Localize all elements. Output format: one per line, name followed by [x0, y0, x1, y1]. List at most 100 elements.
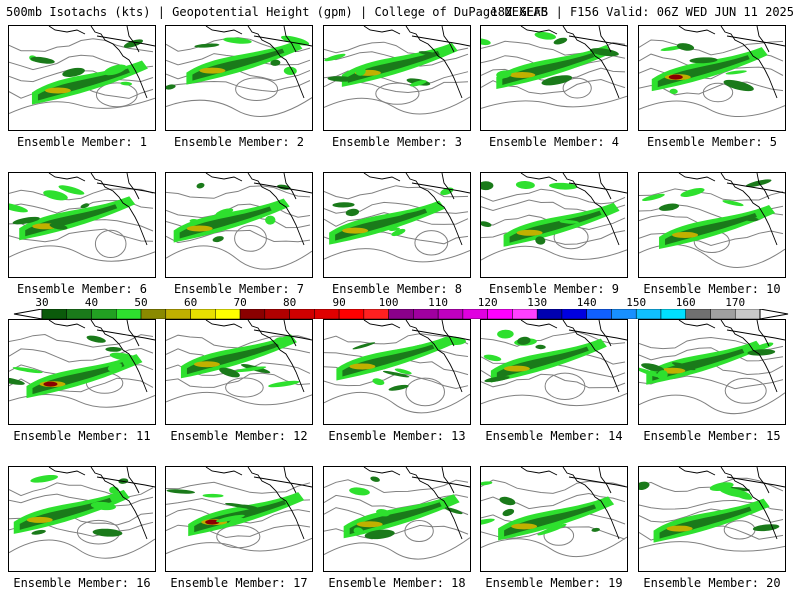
member-caption: Ensemble Member: 14 [485, 429, 623, 443]
coastline-borders [205, 26, 312, 99]
coastline-borders [678, 467, 785, 540]
jet-isotachs [166, 35, 310, 90]
coastline-borders [48, 173, 155, 246]
coastline-borders [205, 173, 312, 246]
colorbar-bin [66, 309, 92, 319]
colorbar-bin [91, 309, 117, 319]
member-map-12 [165, 319, 313, 425]
member-map-17 [165, 466, 313, 572]
map-plot [9, 320, 155, 408]
colorbar-bin [660, 309, 686, 319]
colorbar-bin [41, 309, 68, 319]
colorbar-bin [190, 309, 216, 319]
colorbar-bin [487, 309, 513, 319]
coastline-borders [363, 173, 470, 246]
map-plot [639, 320, 785, 415]
colorbar-tick-label: 170 [725, 296, 746, 309]
colorbar-tick-label: 70 [233, 296, 247, 309]
map-plot [9, 173, 155, 262]
colorbar-tick-label: 140 [576, 296, 597, 309]
member-map-14 [480, 319, 628, 425]
colorbar-bin [635, 309, 662, 319]
member-map-8 [323, 172, 471, 278]
jet-isotachs [481, 180, 620, 247]
colorbar-tick-label: 110 [428, 296, 449, 309]
map-plot [481, 26, 627, 109]
map-plot [639, 467, 785, 552]
jet-isotachs [343, 476, 463, 540]
colorbar-tick-label: 130 [527, 296, 548, 309]
jet-isotachs [481, 31, 619, 89]
member-caption: Ensemble Member: 1 [16, 135, 148, 149]
colorbar-tick-label: 100 [378, 296, 399, 309]
jet-isotachs [483, 329, 607, 383]
coastline-borders [205, 467, 312, 540]
colorbar-bin [512, 309, 538, 319]
colorbar-bin [561, 309, 587, 319]
member-map-7 [165, 172, 313, 278]
member-map-16 [8, 466, 156, 572]
colorbar-bin [215, 309, 241, 319]
member-map-4 [480, 25, 628, 131]
member-caption: Ensemble Member: 11 [13, 429, 151, 443]
map-plot [481, 467, 627, 558]
member-map-6 [8, 172, 156, 278]
colorbar-min-arrow [13, 309, 43, 319]
coastline-borders [48, 467, 155, 540]
member-map-11 [8, 319, 156, 425]
colorbar-bin [314, 309, 340, 319]
map-plot [639, 26, 785, 117]
map-plot [9, 26, 155, 114]
member-caption: Ensemble Member: 2 [173, 135, 305, 149]
colorbar-bin [363, 309, 389, 319]
member-map-10 [638, 172, 786, 278]
coastline-borders [205, 320, 312, 393]
jet-isotachs [639, 340, 776, 385]
member-map-9 [480, 172, 628, 278]
map-plot [639, 173, 785, 268]
isotach-colorbar: 30 40 50 60 70 80 90 100 110 120 130 140 150 160 170 [0, 295, 800, 320]
colorbar-tick-label: 30 [35, 296, 49, 309]
jet-isotachs [9, 335, 143, 399]
coastline-borders [678, 26, 785, 99]
jet-isotachs [639, 481, 780, 543]
colorbar-tick-label: 40 [84, 296, 99, 309]
member-caption: Ensemble Member: 17 [170, 576, 308, 590]
jet-isotachs [13, 474, 130, 537]
member-caption: Ensemble Member: 4 [488, 135, 620, 149]
jet-isotachs [29, 39, 148, 105]
map-plot [166, 467, 312, 555]
colorbar-bin [338, 309, 365, 319]
coastline-borders [363, 320, 470, 393]
map-plot [324, 320, 470, 414]
colorbar-tick-label: 160 [675, 296, 696, 309]
colorbar-tick-label: 90 [332, 296, 346, 309]
colorbar-bin [734, 309, 761, 319]
member-caption: Ensemble Member: 3 [331, 135, 463, 149]
jet-isotachs [329, 187, 454, 245]
member-map-1 [8, 25, 156, 131]
colorbar-bin [462, 309, 488, 319]
colorbar-bin [710, 309, 736, 319]
member-caption: Ensemble Member: 5 [646, 135, 778, 149]
colorbar-bin [437, 309, 464, 319]
jet-isotachs [324, 42, 458, 87]
jet-isotachs [651, 43, 768, 95]
coastline-borders [363, 467, 470, 540]
colorbar-tick-label: 150 [626, 296, 647, 309]
coastline-borders [363, 26, 470, 99]
colorbar-tick-label: 120 [477, 296, 498, 309]
jet-isotachs [173, 182, 291, 243]
member-map-3 [323, 25, 471, 131]
coastline-borders [678, 173, 785, 246]
colorbar-bin [239, 309, 266, 319]
jet-isotachs [481, 481, 615, 541]
member-caption: Ensemble Member: 12 [170, 429, 308, 443]
coastline-borders [520, 26, 627, 99]
member-map-13 [323, 319, 471, 425]
colorbar-bin [685, 309, 711, 319]
member-map-15 [638, 319, 786, 425]
coastline-borders [48, 26, 155, 99]
map-plot [166, 26, 312, 117]
colorbar-bin [586, 309, 612, 319]
